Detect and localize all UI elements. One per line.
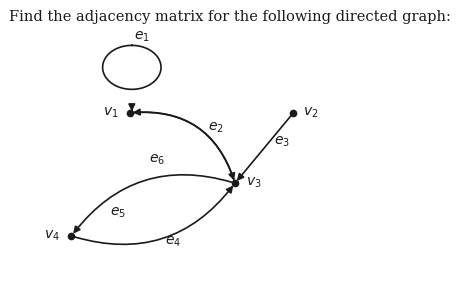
Text: $e_2$: $e_2$ — [208, 120, 223, 135]
Text: Find the adjacency matrix for the following directed graph:: Find the adjacency matrix for the follow… — [9, 10, 451, 24]
Text: $v_2$: $v_2$ — [303, 106, 319, 120]
Text: $e_5$: $e_5$ — [110, 205, 126, 220]
Text: $v_4$: $v_4$ — [44, 229, 60, 243]
Text: $e_6$: $e_6$ — [149, 152, 165, 167]
Text: $e_3$: $e_3$ — [274, 135, 290, 149]
Text: $v_3$: $v_3$ — [246, 176, 262, 190]
Text: $e_4$: $e_4$ — [164, 235, 181, 249]
Text: $v_1$: $v_1$ — [103, 106, 118, 120]
Text: $e_1$: $e_1$ — [134, 29, 149, 44]
